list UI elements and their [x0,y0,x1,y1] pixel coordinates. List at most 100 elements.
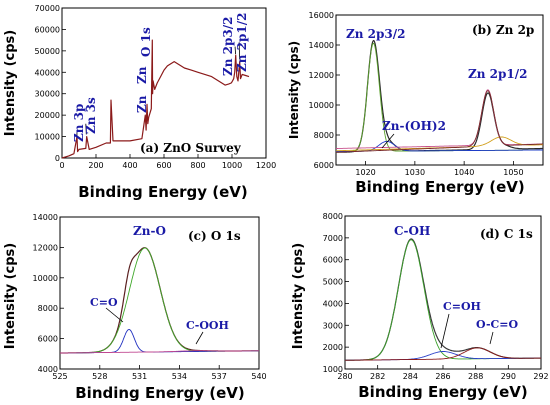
annotation-c-eq-o: C=O [90,296,118,309]
annotation-c-oh: C-OH [394,224,430,238]
series-line-4 [344,347,541,361]
x-tick-label: 1040 [454,168,474,177]
y-tick-label: 3000 [323,321,343,330]
x-tick-label: 525 [52,372,67,381]
series-line-1 [61,39,250,159]
annotation-zn-2: Zn [135,66,149,84]
x-tick-label: 534 [172,372,187,381]
y-tick-label: 4000 [38,365,58,374]
y-tick-label: 10000 [33,274,58,283]
y-tick-label: 8000 [323,212,343,221]
x-tick-label: 282 [370,372,385,381]
x-tick-label: 284 [403,372,418,381]
x-tick-label: 292 [533,372,548,381]
axis-ticks: 0 200 400 600 800 1000 1200 0 10000 20000 30000 400… [35,4,277,170]
panel-a-zno-survey: 0 200 400 600 800 1000 1200 0 10000 20000 30000 400… [3,4,276,201]
y-tick-label: 8000 [38,304,58,313]
y-tick-label: 6000 [314,161,334,170]
y-tick-label: 60000 [35,25,60,34]
annotation-arrow [195,331,204,345]
series-line-4 [336,89,543,149]
x-tick-label: 286 [435,372,450,381]
annotation-arrow [381,133,395,149]
y-tick-label: 5000 [323,278,343,287]
axis-ticks: 280 282 284 286 288 290 292 1000 2000 3000 4000 500… [323,212,549,381]
annotation-zn-oh2: Zn-(OH)2 [382,119,446,133]
y-tick-label: 70000 [35,4,60,13]
y-tick-label: 8000 [314,131,334,140]
series-line-5 [335,136,544,152]
y-tick-label: 6000 [323,256,343,265]
annotation-zn-2p12: Zn 2p1/2 [235,13,249,72]
annotation-o-1s: O 1s [139,27,153,57]
annotation-zn-2p32: Zn 2p3/2 [221,17,235,76]
annotation-zn-2p12: Zn 2p1/2 [468,67,527,81]
y-tick-label: 2000 [323,343,343,352]
annotation-zn-2p32: Zn 2p3/2 [346,27,405,41]
x-tick-label: 280 [337,372,352,381]
series-line-6 [335,90,543,153]
x-axis-label: Binding Energy (eV) [75,384,245,402]
y-tick-label: 4000 [323,299,343,308]
annotation-arrows [76,42,241,136]
x-tick-label: 1050 [503,168,523,177]
y-tick-label: 30000 [35,90,60,99]
y-tick-label: 10000 [309,101,334,110]
panel-title: (b) Zn 2p [472,23,534,37]
x-tick-label: 528 [92,372,107,381]
series-line-1 [336,39,543,153]
annotation-zn-3s: Zn 3s [84,97,98,134]
plot-lines [60,247,259,354]
x-tick-label: 531 [132,372,147,381]
y-axis-label: Intensity (cps) [291,243,306,349]
plot-frame [335,14,544,166]
panel-title: (d) C 1s [480,227,533,241]
x-tick-label: 540 [251,372,266,381]
y-tick-label: 6000 [38,335,58,344]
panel-title: (c) O 1s [188,229,241,243]
y-tick-label: 14000 [309,41,334,50]
x-tick-label: 800 [190,161,205,170]
annotation-c-ooh: C-OOH [186,319,229,332]
panel-d-c-1s: 280 282 284 286 288 290 292 1000 2000 3000 4000 500… [291,212,549,401]
y-axis-label: Intensity (cps) [3,243,18,349]
plot-lines [344,238,541,361]
y-axis-label: Intensity (cps) [3,30,18,136]
y-tick-label: 1000 [323,365,343,374]
plot-frame [59,216,260,370]
panel-title: (a) ZnO Survey [140,141,242,155]
plot-lines [61,39,250,159]
y-tick-label: 12000 [33,243,58,252]
x-tick-label: 1200 [256,161,276,170]
annotation-arrow [238,42,241,60]
x-axis-label: Binding Energy (eV) [78,183,248,201]
x-tick-label: 1000 [222,161,242,170]
annotation-c-eq-oh: C=OH [443,300,481,313]
annotation-zn-1: Zn [135,95,149,113]
x-tick-label: 600 [156,161,171,170]
x-tick-label: 290 [501,372,516,381]
x-axis-label: Binding Energy (eV) [358,383,528,401]
y-tick-label: 7000 [323,234,343,243]
annotation-arrow [489,331,494,345]
annotation-arrow [85,123,87,135]
annotation-o-c-eq-o: O-C=O [476,318,519,331]
panel-b-zn-2p: 1020 1030 1040 1050 6000 8000 10000 12000 14000 1… [287,11,544,196]
y-tick-label: 50000 [35,47,60,56]
x-tick-label: 0 [59,161,64,170]
x-tick-label: 537 [212,372,227,381]
panel-c-o-1s: 525 528 531 534 537 540 4000 6000 8000 10000 12000… [3,213,267,402]
y-axis-label: Intensity (cps) [287,41,301,139]
y-tick-label: 40000 [35,68,60,77]
axis-ticks: 1020 1030 1040 1050 6000 8000 10000 12000 14000 1… [309,11,524,177]
x-tick-label: 1030 [405,168,425,177]
annotation-arrow [105,307,124,323]
x-tick-label: 200 [88,161,103,170]
y-tick-label: 0 [55,154,60,163]
x-tick-label: 1020 [355,168,375,177]
annotation-arrow [234,46,236,55]
y-tick-label: 14000 [33,213,58,222]
y-tick-label: 16000 [309,11,334,20]
x-tick-label: 400 [122,161,137,170]
